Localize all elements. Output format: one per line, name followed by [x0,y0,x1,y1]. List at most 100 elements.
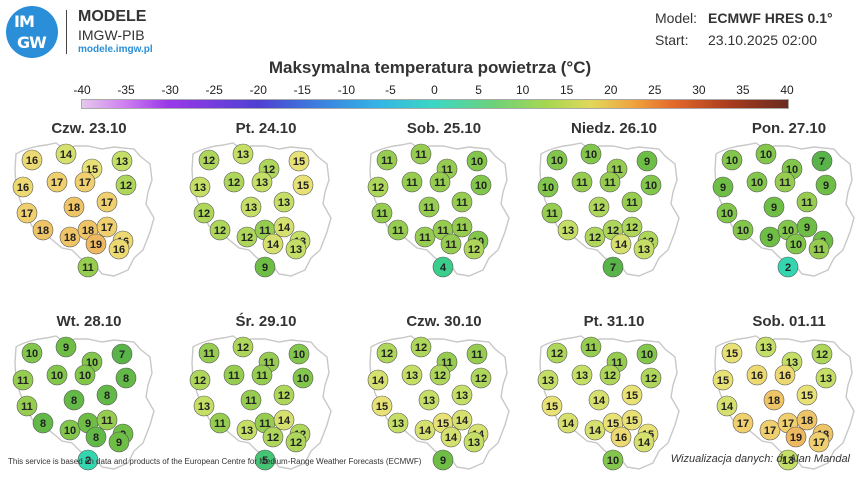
temperature-value: 2 [85,455,91,467]
city-temperature-marker: 14 [633,431,655,453]
city-temperature-marker: 10 [537,176,559,198]
city-temperature-marker: 17 [74,171,96,193]
city-temperature-marker: 11 [12,369,34,391]
start-info: Start: 23.10.2025 02:00 [655,32,817,48]
temperature-value: 8 [123,373,129,385]
temperature-circle [376,149,398,171]
temperature-circle [584,226,606,248]
panel-date: Sob. 01.11 [752,313,826,330]
city-temperature-marker: 19 [785,426,807,448]
temperature-circle [777,449,799,471]
city-temperature-marker: 17 [759,419,781,441]
temperature-circle [401,171,423,193]
temperature-value: 14 [615,239,628,251]
temperature-circle [292,174,314,196]
temperature-circle [755,143,777,165]
scale-tick: -25 [205,83,223,97]
temperature-circle [808,238,830,260]
city-temperature-marker: 17 [46,171,68,193]
city-temperature-marker: 15 [721,342,743,364]
temperature-value: 19 [90,239,102,251]
temperature-value: 15 [546,401,558,413]
temperature-circle [85,233,107,255]
temperature-value: 11 [441,164,453,176]
temperature-value: 11 [546,208,558,220]
temperature-value: 10 [542,182,554,194]
city-temperature-marker: 13 [189,176,211,198]
city-temperature-marker: 18 [763,389,785,411]
city-temperature-marker: 9 [432,449,454,471]
city-temperature-marker: 11 [251,364,273,386]
temperature-circle [16,395,38,417]
start-value: 23.10.2025 02:00 [708,32,817,48]
temperature-circle [621,216,643,238]
scale-tick: -20 [249,83,267,97]
city-temperature-marker: 12 [621,216,643,238]
temperature-circle [640,367,662,389]
temperature-circle [108,431,130,453]
city-temperature-marker: 11 [371,202,393,224]
temperature-value: 11 [228,370,240,382]
temperature-circle [288,150,310,172]
temperature-circle [580,336,602,358]
temperature-circle [209,219,231,241]
city-temperature-marker: 11 [541,202,563,224]
city-temperature-marker: 8 [96,384,118,406]
city-temperature-marker: 11 [808,238,830,260]
temperature-value: 12 [214,225,226,237]
temperature-value: 2 [785,262,791,274]
city-temperature-marker: 2 [777,256,799,278]
temperature-value: 15 [376,401,388,413]
temperature-value: 16 [615,432,627,444]
temperature-circle [59,419,81,441]
temperature-value: 14 [278,222,291,234]
temperature-circle [716,202,738,224]
scale-tick: 40 [780,83,794,97]
temperature-value: 11 [611,164,623,176]
temperature-value: 18 [64,232,76,244]
temperature-value: 13 [562,225,574,237]
temperature-circle [410,336,432,358]
city-temperature-marker: 14 [557,412,579,434]
city-temperature-marker: 12 [410,336,432,358]
city-temperature-marker: 13 [401,364,423,386]
temperature-value: 14 [589,425,602,437]
temperature-value: 11 [381,155,393,167]
temperature-value: 13 [392,418,404,430]
city-temperature-marker: 14 [451,409,473,431]
city-temperature-marker: 7 [811,150,833,172]
temperature-value: 14 [267,239,280,251]
city-temperature-marker: 12 [223,171,245,193]
temperature-value: 10 [790,239,802,251]
city-temperature-marker: 18 [63,196,85,218]
temperature-circle [387,412,409,434]
city-temperature-marker: 12 [599,364,621,386]
temperature-circle [463,238,485,260]
city-temperature-marker: 18 [59,226,81,248]
panel-date: Pt. 31.10 [583,313,645,330]
temperature-value: 16 [17,182,29,194]
temperature-value: 11 [101,415,113,427]
temperature-value: 15 [297,180,309,192]
city-temperature-marker: 15 [371,395,393,417]
temperature-circle [588,389,610,411]
poland-map: 101011910111110111211131212121214137 [537,142,680,278]
temperature-value: 15 [626,390,638,402]
temperature-value: 13 [278,197,290,209]
poland-map: 16141513161717121718171818181716191611 [12,142,155,278]
brand-url[interactable]: modele.imgw.pl [78,44,153,55]
city-temperature-marker: 9 [254,256,276,278]
forecast-panel: Niedz. 26.10 10 10 11 9 10 11 11 10 11 12 11 13 12 12 1… [535,120,707,302]
temperature-value: 12 [607,225,619,237]
temperature-circle [32,219,54,241]
city-temperature-marker: 7 [111,343,133,365]
scale-tick: -10 [337,83,356,97]
temperature-circle [115,174,137,196]
temperature-circle [96,191,118,213]
temperature-circle [546,149,568,171]
temperature-value: 11 [406,177,418,189]
city-temperature-marker: 12 [209,219,231,241]
temperature-circle [712,176,734,198]
temperature-value: 12 [475,373,487,385]
temperature-value: 13 [256,177,268,189]
